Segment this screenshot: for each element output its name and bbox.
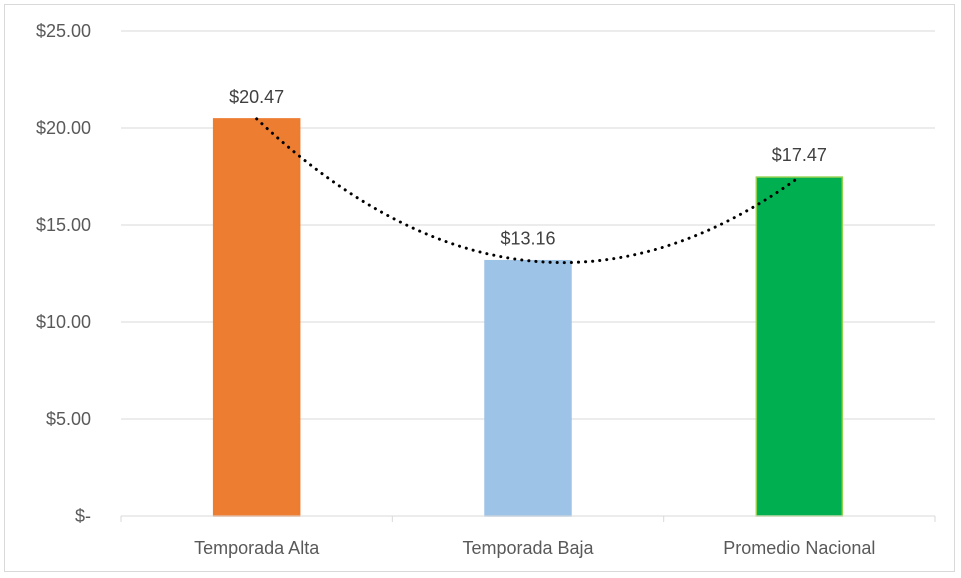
data-label: $17.47 [772, 145, 827, 165]
bar [212, 118, 301, 517]
data-label: $13.16 [500, 229, 555, 249]
x-axis [120, 515, 936, 522]
x-axis-tick-labels: Temporada Alta Temporada Baja Promedio Nac… [194, 538, 875, 558]
y-tick-label: $5.00 [46, 409, 91, 429]
x-tick-label: Promedio Nacional [723, 538, 875, 558]
bars [212, 118, 844, 517]
data-label: $20.47 [229, 87, 284, 107]
y-tick-label: $25.00 [36, 21, 91, 41]
data-labels: $20.47 $13.16 $17.47 [229, 87, 827, 249]
y-axis-tick-labels: $- $5.00 $10.00 $15.00 $20.00 $25.00 [36, 21, 91, 526]
y-tick-label: $20.00 [36, 118, 91, 138]
trendline [255, 117, 801, 265]
y-tick-label: $15.00 [36, 215, 91, 235]
bar [755, 176, 844, 517]
y-tick-label: $- [75, 506, 91, 526]
y-tick-label: $10.00 [36, 312, 91, 332]
x-tick-label: Temporada Baja [462, 538, 594, 558]
x-tick-label: Temporada Alta [194, 538, 320, 558]
trendline-path [255, 117, 801, 265]
bar [484, 259, 572, 517]
